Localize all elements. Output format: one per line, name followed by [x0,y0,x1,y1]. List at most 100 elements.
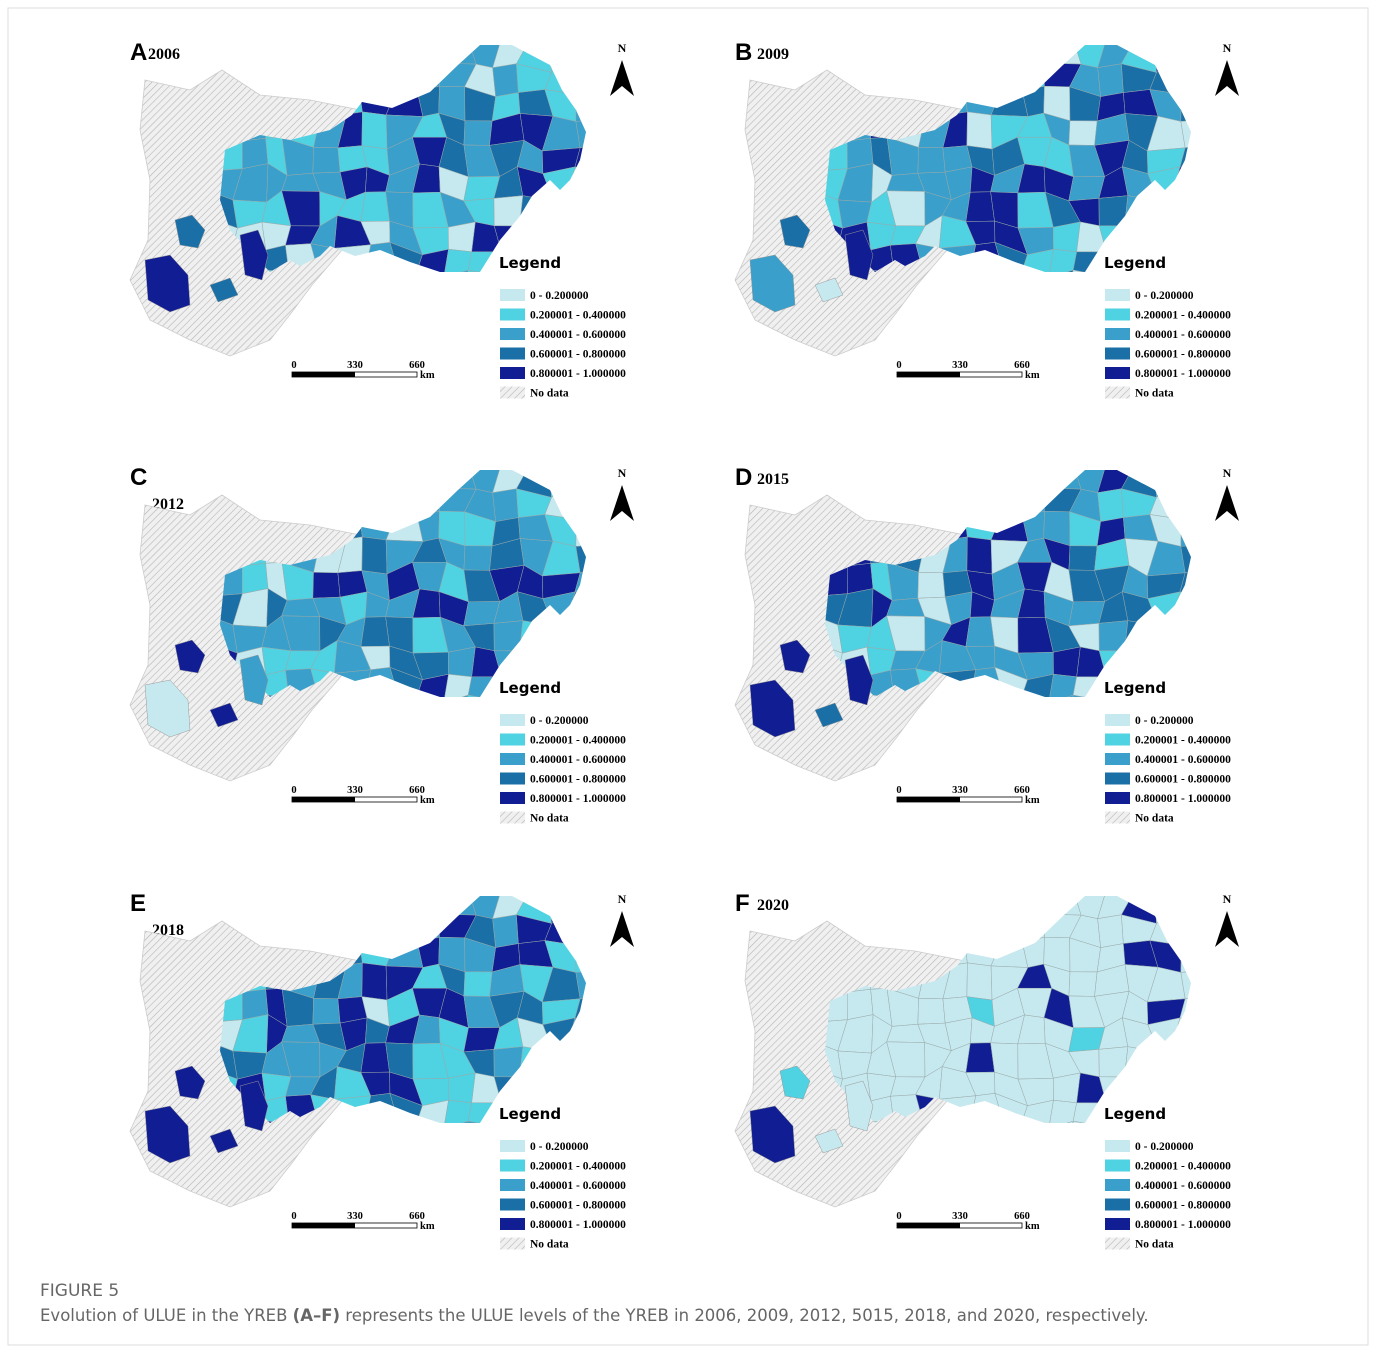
region [1124,620,1159,652]
region [1180,513,1191,547]
scale-label: 0 [896,1211,901,1222]
region [1124,640,1158,669]
region [174,639,206,674]
figure-caption: Evolution of ULUE in the YREB (A–F) repr… [40,1306,1149,1325]
scale-label: 330 [952,785,968,796]
panel-letter: C [130,464,147,491]
legend-swatch [500,367,525,379]
region [361,962,388,1001]
region [604,1047,621,1077]
region [467,251,502,272]
region [917,998,946,1025]
region [859,495,900,517]
scale-unit: km [420,1221,435,1232]
legend-title: Legend [499,254,561,272]
region [263,45,295,72]
caption-text: represents the ULUE levels of the YREB i… [340,1306,1149,1325]
region [416,470,444,492]
region [943,62,967,100]
region [544,59,577,95]
region [239,1080,269,1132]
legend-label: 0.400001 - 0.600000 [530,329,626,341]
region [604,621,621,651]
scale-label: 660 [409,1211,425,1222]
region [1124,1046,1159,1078]
region [1173,1017,1191,1053]
region [1048,248,1077,272]
region [220,896,240,923]
region [575,513,586,547]
region [1048,1099,1077,1123]
legend-swatch [1105,792,1130,804]
region [439,1120,469,1123]
region [416,896,444,918]
region [396,266,416,272]
region [1021,62,1045,91]
scale-label: 660 [409,360,425,371]
legend-swatch [1105,1159,1130,1172]
legend-label: No data [1135,388,1174,400]
region [998,65,1026,96]
region [814,702,844,728]
region [467,676,502,697]
region [174,1065,206,1100]
legend-label: 0.200001 - 0.400000 [530,735,626,747]
region [552,189,574,221]
scale-bar [292,1223,355,1228]
region [1209,621,1226,651]
region [839,45,874,72]
region [448,1072,476,1104]
region [438,45,477,65]
region [1206,543,1230,571]
region [144,679,191,738]
region [991,470,1026,492]
legend-label: No data [530,1239,569,1251]
region [594,35,633,64]
north-label: N [1223,41,1232,55]
region [1198,673,1232,697]
north-label: N [618,41,627,55]
region [544,910,577,946]
legend-swatch [500,1237,525,1250]
region [396,1117,416,1123]
region [548,470,578,498]
region [966,111,993,150]
region [234,896,269,923]
region [416,62,440,91]
region [917,60,948,100]
region [1097,63,1124,97]
region [493,620,524,652]
region [947,45,967,74]
region [946,1124,968,1153]
region [1175,1070,1191,1100]
region [358,691,398,697]
region [1173,45,1191,65]
panel-letter: F [735,890,750,917]
region [1210,1019,1229,1052]
region [1053,646,1081,678]
legend-swatch [1105,386,1130,399]
region [1097,914,1124,948]
region [749,679,796,738]
legend-swatch [500,811,525,824]
legend-swatch [500,1198,525,1211]
legend-label: 0.400001 - 0.600000 [1135,754,1231,766]
region [1175,644,1191,674]
region [943,487,967,525]
region [966,536,993,575]
region [1067,1120,1107,1123]
region [467,1102,502,1123]
region [570,1096,586,1123]
region [568,189,586,227]
region [358,266,398,272]
region [575,970,586,1000]
region [342,896,362,925]
panel-letter: A [130,39,147,66]
legend-swatch [500,308,525,321]
region [359,491,395,521]
region [1157,189,1179,221]
region [463,545,493,571]
region [519,620,554,652]
